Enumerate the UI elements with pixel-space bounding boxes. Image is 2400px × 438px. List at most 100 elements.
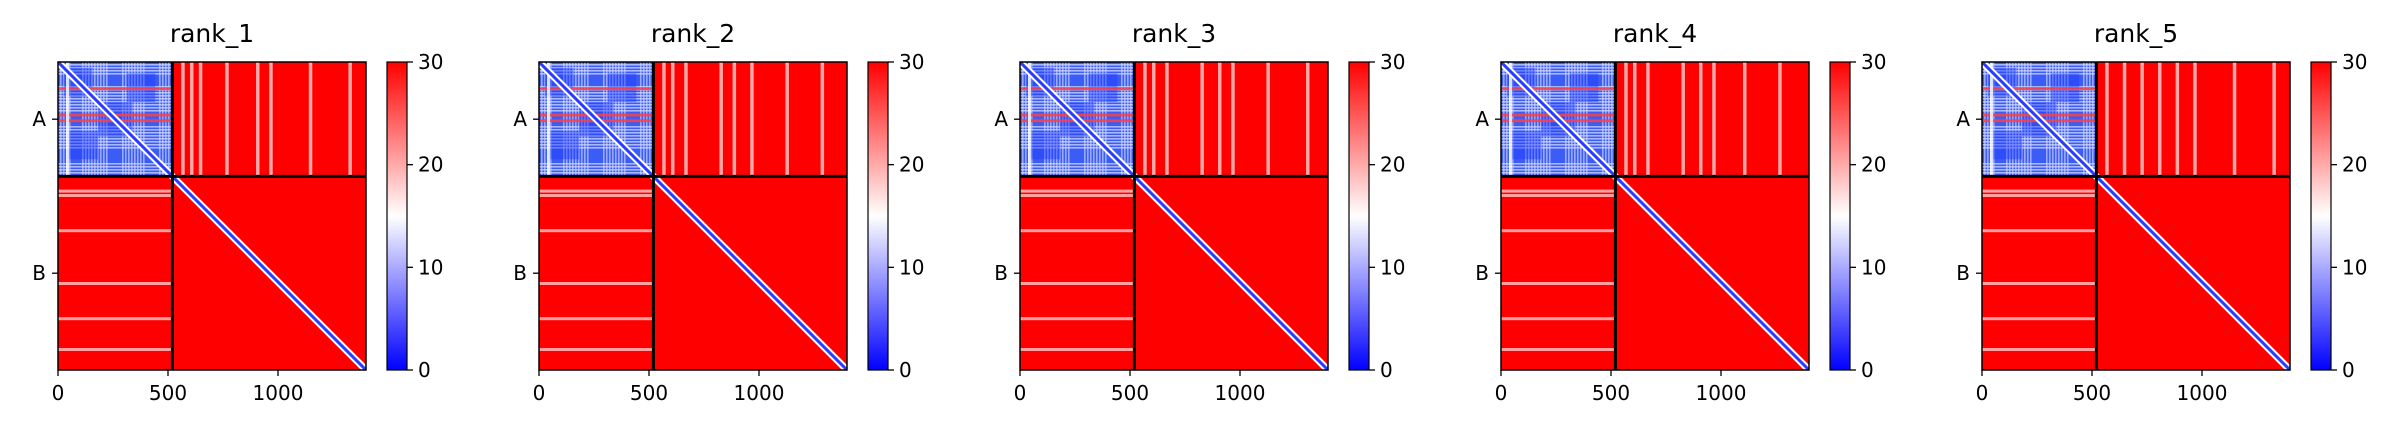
block-A-col-texture [1531, 62, 1533, 177]
block-A-row-texture [1501, 98, 1616, 100]
block-A-row-texture [58, 110, 173, 112]
stripe-A-B [1646, 62, 1650, 177]
stripe-A-B [308, 62, 313, 177]
block-A-row-texture [1501, 95, 1616, 97]
block-A-col-texture [85, 62, 87, 177]
chain-label: B [1956, 261, 1970, 285]
block-A-col-texture [2046, 62, 2048, 177]
block-A-row-texture [539, 95, 654, 97]
axes-frame [538, 61, 848, 371]
chart-panel-2: rank_2 0 500 1000 A B 0 10 20 30 [481, 0, 961, 438]
stripe-B-A [58, 189, 173, 193]
colorbar-tick-label: 20 [418, 153, 443, 177]
block-A-col-texture [1611, 62, 1613, 177]
chart-panel-1: rank_1 0 500 1000 A B 0 10 20 30 [0, 0, 480, 438]
block-A-row-texture [1501, 73, 1616, 75]
block-A-col-texture [1025, 62, 1027, 177]
stripe-A-B [1778, 62, 1782, 177]
block-A-col-texture [1565, 62, 1567, 177]
block-A-row-texture [1982, 101, 2097, 103]
block-A-row-texture [1020, 129, 1135, 131]
stripe-B-A [1020, 317, 1135, 321]
block-A-col-texture [584, 62, 586, 177]
colorbar [1348, 61, 1370, 371]
block-A-col-texture [612, 62, 614, 177]
colorbar-tick-label: 20 [2342, 153, 2367, 177]
block-A-col-texture [563, 62, 565, 177]
block-A-col-texture [1543, 62, 1545, 177]
colorbar-tick-label: 0 [418, 358, 431, 382]
block-A-col-texture [94, 62, 96, 177]
x-tick-label: 0 [52, 381, 65, 405]
block-A-row-texture [1020, 92, 1135, 94]
block-A-col-texture [60, 62, 62, 177]
axes-frame [1500, 61, 1810, 371]
block-A-row-texture [58, 163, 173, 165]
x-tick-label: 1000 [253, 381, 304, 405]
block-A-row-texture [58, 67, 173, 69]
block-A-col-texture [1105, 62, 1107, 177]
block-A-patch [550, 130, 580, 160]
chart-title: rank_5 [2094, 19, 2178, 48]
block-A-row-texture [1501, 110, 1616, 112]
colorbar-tick-label: 20 [899, 153, 924, 177]
colorbar [867, 61, 889, 371]
block-A-row-texture [1020, 126, 1135, 128]
block-A-row-texture [539, 107, 654, 109]
block-A-row-texture [58, 64, 173, 66]
stripe-B-A [1501, 317, 1616, 321]
colorbar-tick-label: 20 [1380, 153, 1405, 177]
block-A-row-texture [58, 129, 173, 131]
colorbar-tick-label: 0 [899, 358, 912, 382]
stripe-A-B [1143, 62, 1147, 177]
block-A-row-texture [58, 70, 173, 72]
block-A-row-texture [539, 73, 654, 75]
block-A-row-texture [539, 98, 654, 100]
stripe-B-A [1501, 348, 1616, 351]
block-A-row-texture [539, 86, 654, 88]
diagonal [58, 62, 366, 370]
block-A-row-texture [1501, 67, 1616, 69]
block-A-row-texture [1982, 126, 2097, 128]
block-A-row-texture [58, 169, 173, 171]
block-A-col-texture [1084, 62, 1086, 177]
block-A-col-texture [162, 62, 164, 177]
block-A-col-texture [1568, 62, 1570, 177]
block-A-row-texture [58, 132, 173, 134]
chain-label: A [1956, 107, 1970, 131]
block-A-row-texture [1501, 166, 1616, 168]
block-A-col-texture [1065, 62, 1067, 177]
chart-title: rank_3 [1132, 19, 1216, 48]
stripe-B-A [1020, 282, 1135, 285]
block-A-col-texture [128, 62, 130, 177]
stripe-A-B [1699, 62, 1703, 177]
stripe-B-A [1982, 317, 2097, 321]
block-A-row-texture [1982, 110, 2097, 112]
stripe-A-B [181, 62, 185, 177]
block-A-col-texture [615, 62, 617, 177]
diagonal [1501, 62, 1809, 370]
block-A-row-texture [1020, 135, 1135, 137]
block-A-col-texture [1540, 62, 1542, 177]
block-A-row-texture [1020, 138, 1135, 140]
block-A-row-texture [1020, 67, 1135, 69]
chart-svg: rank_3 0 500 1000 A B 0 10 20 30 [994, 19, 1405, 405]
stripe-B-A [539, 317, 654, 321]
colorbar-tick-label: 30 [418, 50, 443, 74]
block-A-row-texture [58, 141, 173, 143]
block-A-col-texture [2092, 62, 2094, 177]
block-A-col-texture [2067, 62, 2069, 177]
colorbar-tick-label: 30 [2342, 50, 2367, 74]
block-A-row-texture [539, 67, 654, 69]
block-A-row-texture [1020, 172, 1135, 174]
x-tick-label: 1000 [734, 381, 785, 405]
block-A-col-texture [1571, 62, 1573, 177]
block-A-row-texture [1982, 169, 2097, 171]
block-A-col-texture [2089, 62, 2091, 177]
colorbar-tick-label: 10 [899, 255, 924, 279]
block-A-col-texture [1583, 62, 1585, 177]
block-A-row-texture [1982, 135, 2097, 137]
block-A-col-texture [137, 62, 139, 177]
block-A-row-texture [1982, 166, 2097, 168]
block-A-col-texture [168, 62, 170, 177]
